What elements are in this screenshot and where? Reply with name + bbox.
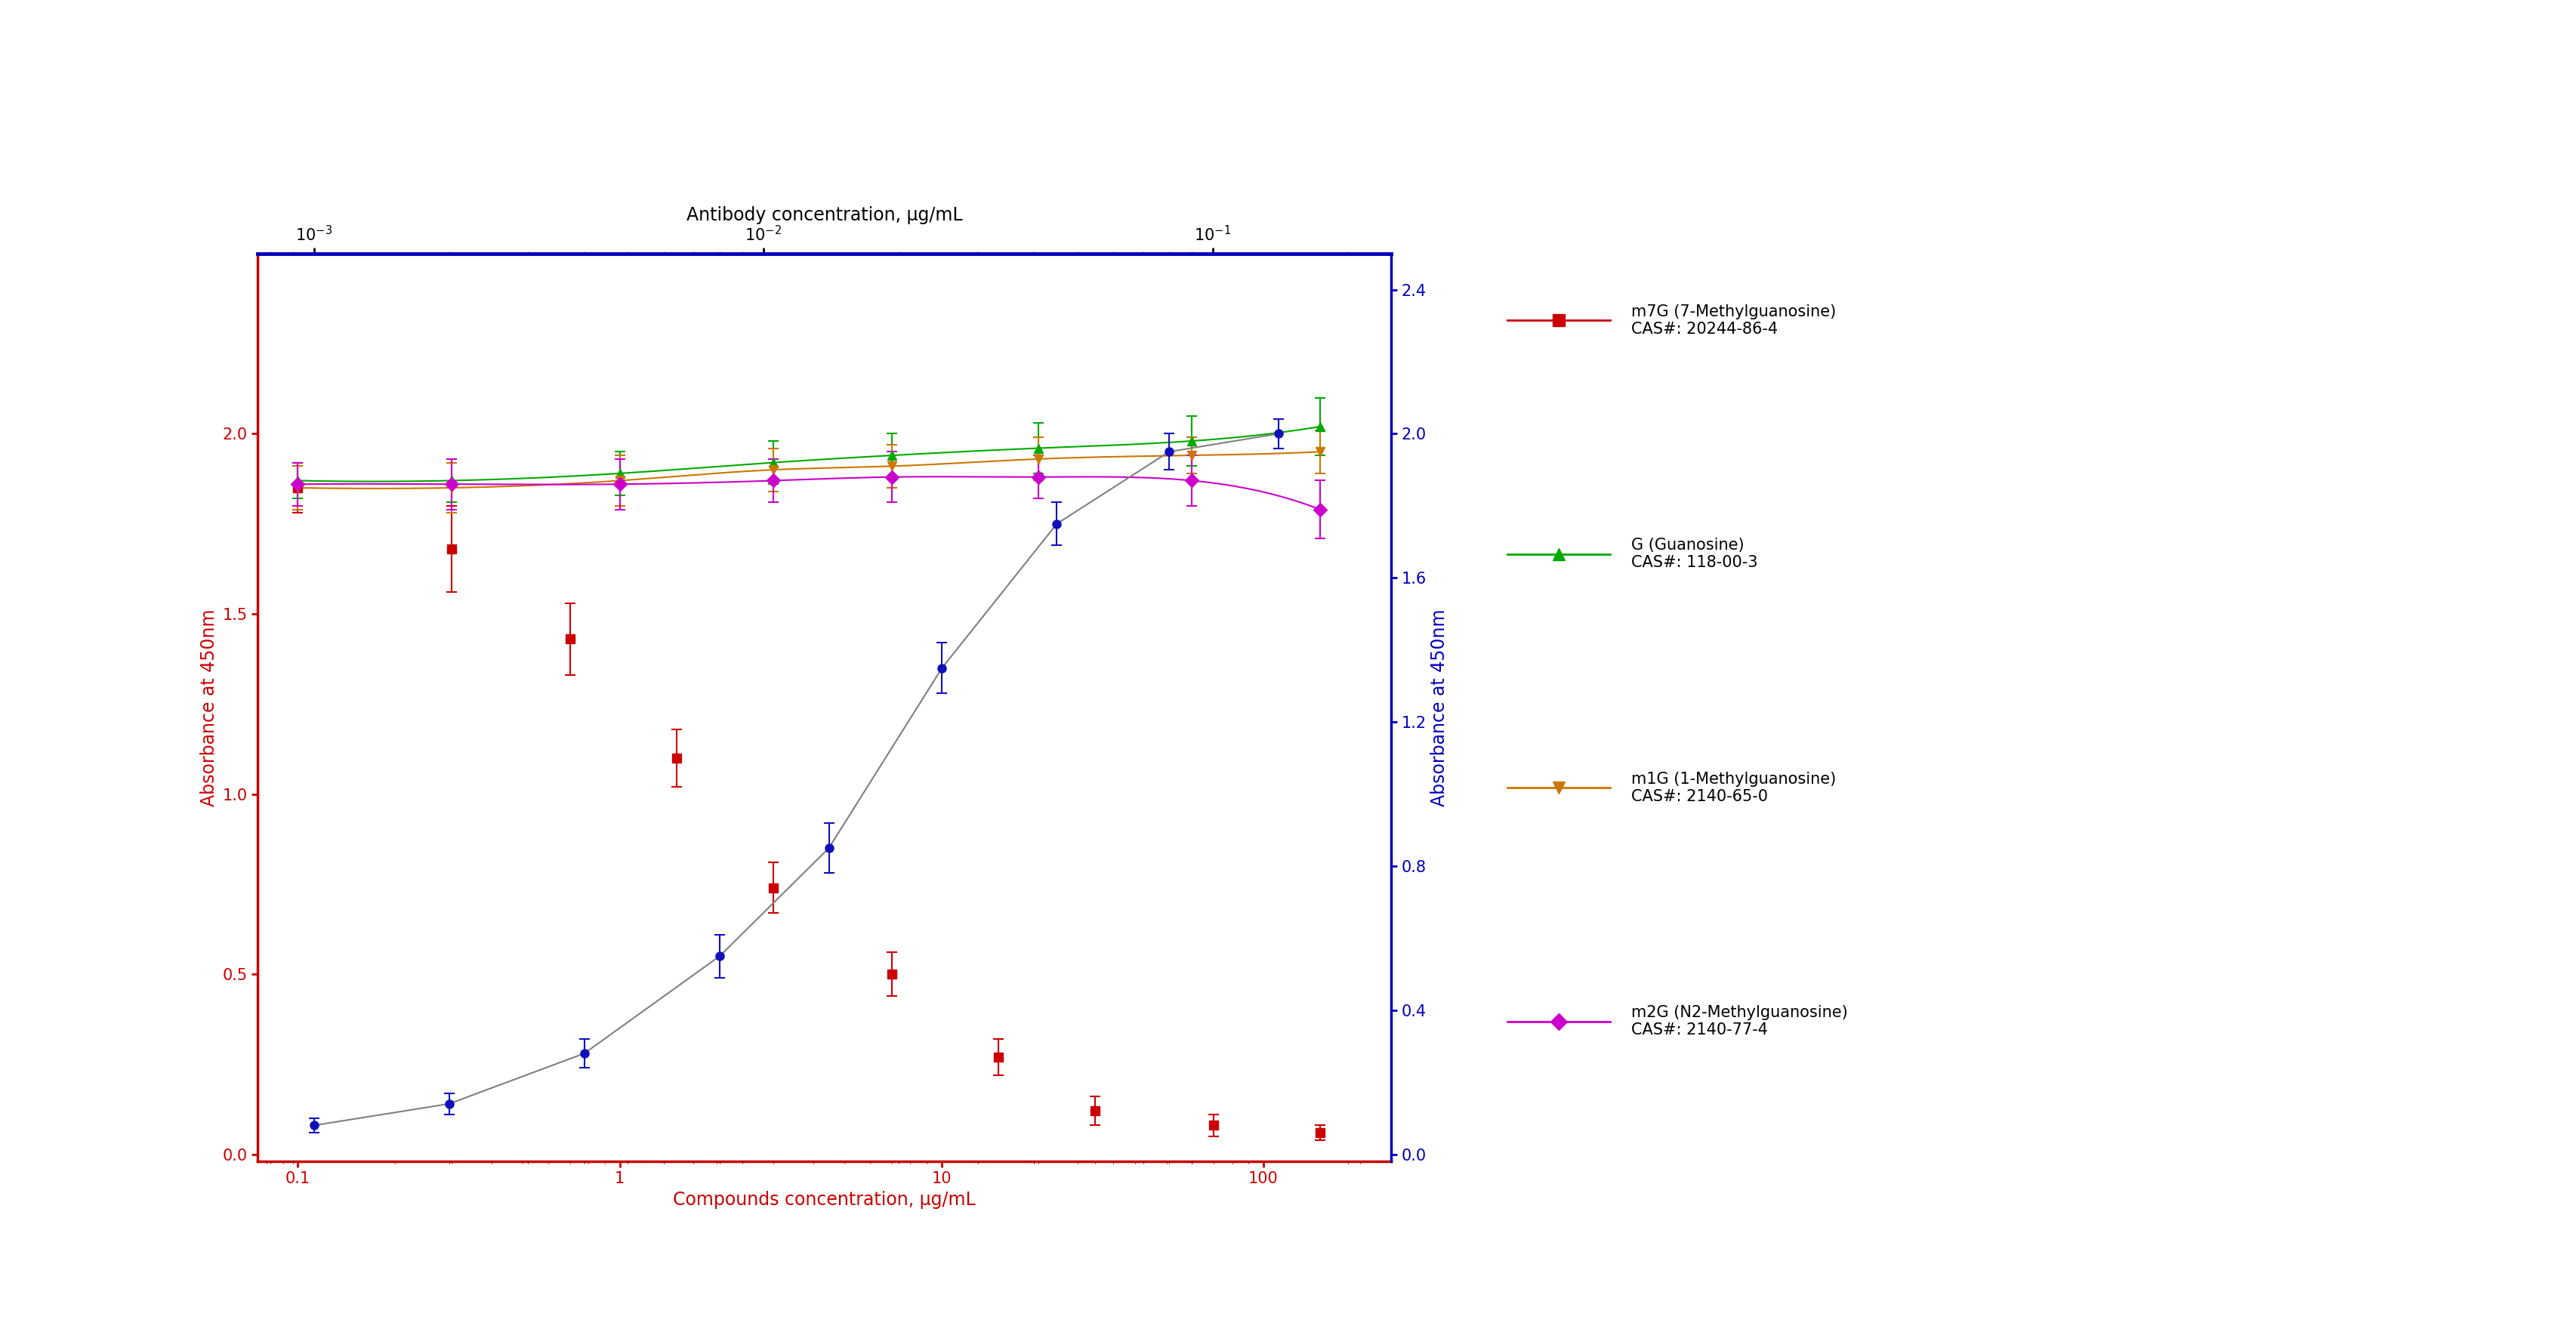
X-axis label: Antibody concentration, μg/mL: Antibody concentration, μg/mL	[685, 206, 963, 224]
Text: m2G (N2-Methylguanosine)
CAS#: 2140-77-4: m2G (N2-Methylguanosine) CAS#: 2140-77-4	[1631, 1005, 1847, 1037]
Y-axis label: Absorbance at 450nm: Absorbance at 450nm	[201, 609, 219, 806]
X-axis label: Compounds concentration, μg/mL: Compounds concentration, μg/mL	[672, 1191, 976, 1208]
Text: G (Guanosine)
CAS#: 118-00-3: G (Guanosine) CAS#: 118-00-3	[1631, 538, 1757, 570]
Y-axis label: Absorbance at 450nm: Absorbance at 450nm	[1430, 609, 1448, 806]
Text: m7G (7-Methylguanosine)
CAS#: 20244-86-4: m7G (7-Methylguanosine) CAS#: 20244-86-4	[1631, 304, 1834, 336]
Text: m1G (1-Methylguanosine)
CAS#: 2140-65-0: m1G (1-Methylguanosine) CAS#: 2140-65-0	[1631, 772, 1834, 804]
